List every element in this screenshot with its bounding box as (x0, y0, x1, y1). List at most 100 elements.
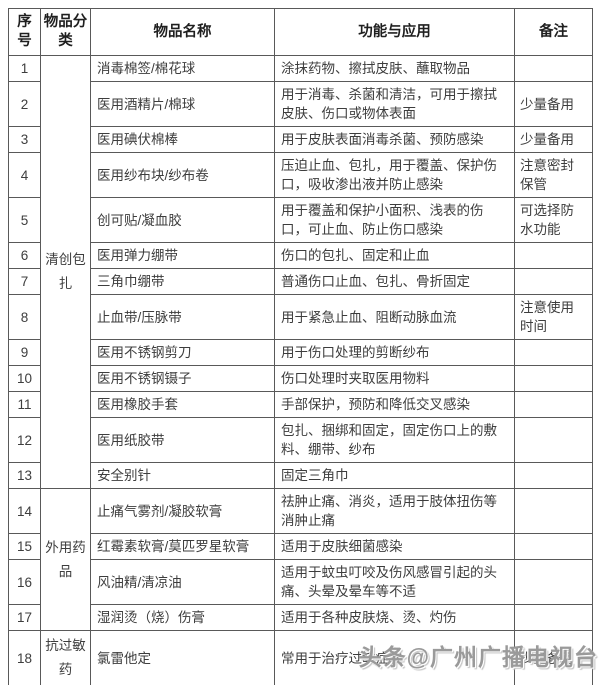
cell-item-name: 风油精/清凉油 (90, 559, 275, 605)
cell-note (514, 391, 593, 418)
table-row: 13 安全别针 固定三角巾 (8, 462, 593, 489)
cell-category: 抗过敏药 (40, 630, 91, 685)
cell-function: 适用于皮肤细菌感染 (274, 533, 515, 560)
cell-note (514, 533, 593, 560)
cell-serial-number: 12 (8, 417, 41, 463)
cell-function: 手部保护，预防和降低交叉感染 (274, 391, 515, 418)
cell-function: 适用于蚊虫叮咬及伤风感冒引起的头痛、头晕及晕车等不适 (274, 559, 515, 605)
table-row: 17 湿润烫（烧）伤膏 适用于各种皮肤烧、烫、灼伤 (8, 604, 593, 631)
cell-function: 固定三角巾 (274, 462, 515, 489)
cell-item-name: 止血带/压脉带 (90, 294, 275, 340)
cell-serial-number: 6 (8, 242, 41, 269)
table-row: 10 医用不锈钢镊子 伤口处理时夹取医用物料 (8, 365, 593, 392)
cell-note (514, 365, 593, 392)
table-row: 16 风油精/清凉油 适用于蚊虫叮咬及伤风感冒引起的头痛、头晕及晕车等不适 (8, 559, 593, 605)
cell-note: 少量备用 (514, 81, 593, 127)
cell-function: 普通伤口止血、包扎、骨折固定 (274, 268, 515, 295)
cell-serial-number: 15 (8, 533, 41, 560)
table-row: 9 医用不锈钢剪刀 用于伤口处理的剪断纱布 (8, 339, 593, 366)
cell-serial-number: 10 (8, 365, 41, 392)
cell-note (514, 559, 593, 605)
cell-note (514, 417, 593, 463)
table-row: 4 医用纱布块/纱布卷 压迫止血、包扎，用于覆盖、保护伤口，吸收渗出液并防止感染 注意… (8, 152, 593, 198)
table-row: 11 医用橡胶手套 手部保护，预防和降低交叉感染 (8, 391, 593, 418)
cell-note (514, 488, 593, 534)
table-row: 15 红霉素软膏/莫匹罗星软膏 适用于皮肤细菌感染 (8, 533, 593, 560)
cell-serial-number: 8 (8, 294, 41, 340)
cell-item-name: 止痛气雾剂/凝胶软膏 (90, 488, 275, 534)
table-row: 7 三角巾绷带 普通伤口止血、包扎、骨折固定 (8, 268, 593, 295)
cell-function: 包扎、捆绑和固定，固定伤口上的敷料、绷带、纱布 (274, 417, 515, 463)
cell-note: 注意使用时间 (514, 294, 593, 340)
table-row: 5 创可贴/凝血胶 用于覆盖和保护小面积、浅表的伤口，可止血、防止伤口感染 可选择防水… (8, 197, 593, 243)
cell-note (514, 604, 593, 631)
cell-function: 常用于治疗过敏症状 (274, 630, 515, 685)
cell-note (514, 55, 593, 82)
cell-item-name: 医用碘伏棉棒 (90, 126, 275, 153)
table-row: 14 外用药品 止痛气雾剂/凝胶软膏 祛肿止痛、消炎，适用于肢体扭伤等消肿止痛 (8, 488, 593, 631)
cell-item-name: 医用不锈钢镊子 (90, 365, 275, 392)
cell-item-name: 医用酒精片/棉球 (90, 81, 275, 127)
column-header: 功能与应用 (274, 8, 515, 56)
cell-note (514, 268, 593, 295)
cell-serial-number: 11 (8, 391, 41, 418)
cell-serial-number: 16 (8, 559, 41, 605)
column-header: 物品名称 (90, 8, 275, 56)
cell-item-name: 医用不锈钢剪刀 (90, 339, 275, 366)
cell-item-name: 医用纱布块/纱布卷 (90, 152, 275, 198)
cell-serial-number: 14 (8, 488, 41, 534)
table-row: 12 医用纸胶带 包扎、捆绑和固定，固定伤口上的敷料、绷带、纱布 (8, 417, 593, 463)
cell-note (514, 339, 593, 366)
cell-function: 用于消毒、杀菌和清洁，可用于擦拭皮肤、伤口或物体表面 (274, 81, 515, 127)
table-header-row: 序号 物品分类 物品名称 功能与应用 备注 (8, 8, 593, 56)
cell-serial-number: 13 (8, 462, 41, 489)
cell-function: 伤口的包扎、固定和止血 (274, 242, 515, 269)
cell-serial-number: 1 (8, 55, 41, 82)
cell-item-name: 三角巾绷带 (90, 268, 275, 295)
cell-note: 少量备用 (514, 126, 593, 153)
cell-function: 用于紧急止血、阻断动脉血流 (274, 294, 515, 340)
table-body: 1 清创包扎 消毒棉签/棉花球 涂抹药物、擦拭皮肤、蘸取物品 2 医用酒精片/棉球 用于消毒… (8, 55, 593, 685)
cell-note: 注意密封保管 (514, 152, 593, 198)
cell-function: 涂抹药物、擦拭皮肤、蘸取物品 (274, 55, 515, 82)
cell-item-name: 创可贴/凝血胶 (90, 197, 275, 243)
cell-note (514, 242, 593, 269)
column-header: 备注 (514, 8, 593, 56)
cell-note: 少量备用 (514, 630, 593, 685)
cell-item-name: 红霉素软膏/莫匹罗星软膏 (90, 533, 275, 560)
table-row: 8 止血带/压脉带 用于紧急止血、阻断动脉血流 注意使用时间 (8, 294, 593, 340)
cell-item-name: 医用纸胶带 (90, 417, 275, 463)
cell-function: 用于伤口处理的剪断纱布 (274, 339, 515, 366)
table-row: 6 医用弹力绷带 伤口的包扎、固定和止血 (8, 242, 593, 269)
cell-item-name: 氯雷他定 (90, 630, 275, 685)
cell-note: 可选择防水功能 (514, 197, 593, 243)
cell-function: 适用于各种皮肤烧、烫、灼伤 (274, 604, 515, 631)
cell-serial-number: 17 (8, 604, 41, 631)
cell-serial-number: 7 (8, 268, 41, 295)
cell-item-name: 消毒棉签/棉花球 (90, 55, 275, 82)
table-row: 2 医用酒精片/棉球 用于消毒、杀菌和清洁，可用于擦拭皮肤、伤口或物体表面 少量备用 (8, 81, 593, 127)
cell-serial-number: 4 (8, 152, 41, 198)
column-header: 序号 (8, 8, 41, 56)
table-row: 3 医用碘伏棉棒 用于皮肤表面消毒杀菌、预防感染 少量备用 (8, 126, 593, 153)
cell-item-name: 医用弹力绷带 (90, 242, 275, 269)
cell-note (514, 462, 593, 489)
cell-function: 压迫止血、包扎，用于覆盖、保护伤口，吸收渗出液并防止感染 (274, 152, 515, 198)
cell-serial-number: 18 (8, 630, 41, 685)
cell-function: 用于皮肤表面消毒杀菌、预防感染 (274, 126, 515, 153)
first-aid-items-table: 序号 物品分类 物品名称 功能与应用 备注 1 清创包扎 消毒棉签/棉花球 涂抹药物、擦拭皮肤… (8, 8, 593, 685)
column-header: 物品分类 (40, 8, 91, 56)
cell-function: 伤口处理时夹取医用物料 (274, 365, 515, 392)
cell-serial-number: 5 (8, 197, 41, 243)
cell-item-name: 安全别针 (90, 462, 275, 489)
cell-item-name: 医用橡胶手套 (90, 391, 275, 418)
cell-category: 清创包扎 (40, 55, 91, 489)
table-row: 1 清创包扎 消毒棉签/棉花球 涂抹药物、擦拭皮肤、蘸取物品 (8, 55, 593, 489)
cell-item-name: 湿润烫（烧）伤膏 (90, 604, 275, 631)
table-row: 18 抗过敏药 氯雷他定 常用于治疗过敏症状 少量备用 (8, 630, 593, 685)
cell-function: 祛肿止痛、消炎，适用于肢体扭伤等消肿止痛 (274, 488, 515, 534)
cell-serial-number: 3 (8, 126, 41, 153)
cell-serial-number: 9 (8, 339, 41, 366)
cell-function: 用于覆盖和保护小面积、浅表的伤口，可止血、防止伤口感染 (274, 197, 515, 243)
